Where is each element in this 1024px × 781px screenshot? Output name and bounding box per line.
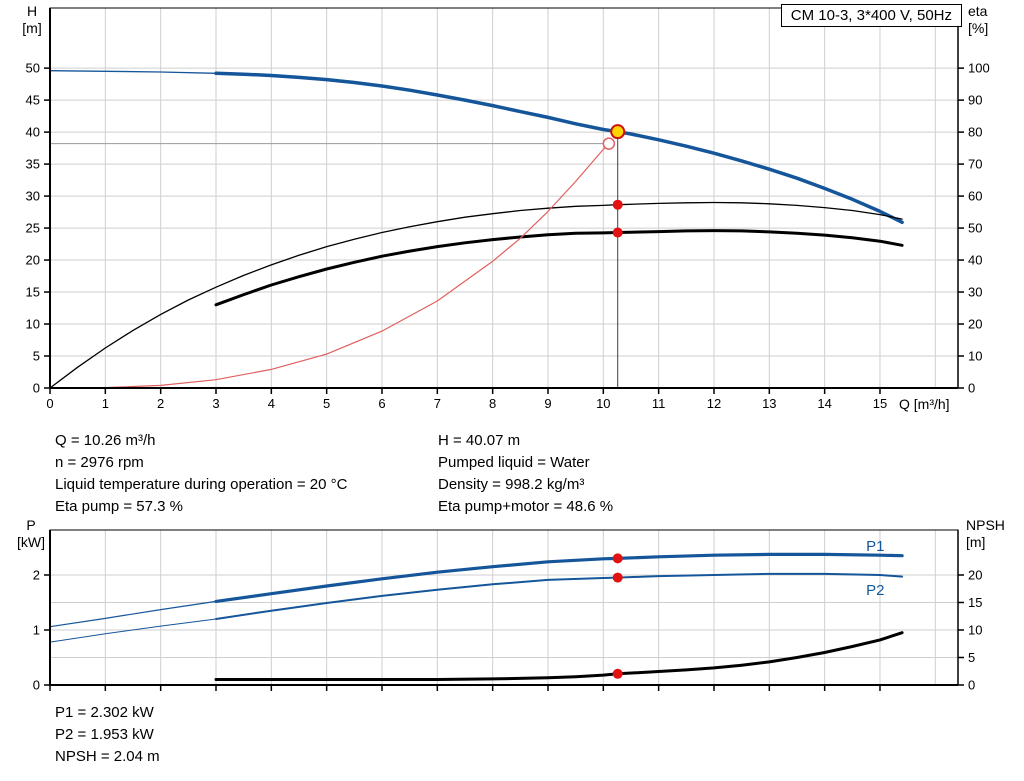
tick-label: 60 <box>968 189 982 204</box>
tick-label: 40 <box>968 253 982 268</box>
q-axis-label: Q [m³/h] <box>899 396 950 412</box>
eta-axis-label-symbol: eta <box>968 3 988 19</box>
eta-axis-label-unit: [%] <box>968 20 989 36</box>
npsh-axis-label-unit: [m] <box>966 534 986 550</box>
tick-label: 5 <box>323 396 330 411</box>
p2-value: P2 = 1.953 kW <box>55 726 154 743</box>
tick-label: 50 <box>26 61 40 76</box>
pump-title-box: CM 10-3, 3*400 V, 50Hz <box>780 4 962 27</box>
tick-label: 9 <box>544 396 551 411</box>
eta-pump-motor-duty-dot <box>612 227 623 238</box>
tick-label: 15 <box>873 396 887 411</box>
tick-label: 10 <box>596 396 610 411</box>
tick-label: 35 <box>26 157 40 172</box>
power-info-column: P1 = 2.302 kW P2 = 1.953 kW NPSH = 2.04 … <box>55 702 160 768</box>
npsh-axis-label: NPSH [m] <box>966 517 1022 551</box>
npsh-duty-dot <box>612 668 623 679</box>
tick-label: 7 <box>434 396 441 411</box>
tick-label: 13 <box>762 396 776 411</box>
tick-label: 0 <box>968 381 975 396</box>
eta-pump-duty-dot <box>612 199 623 210</box>
flow-value: Q = 10.26 m³/h <box>55 432 156 449</box>
tick-label: 20 <box>26 253 40 268</box>
tick-label: 14 <box>817 396 831 411</box>
h-axis-label-symbol: H <box>26 3 38 19</box>
tick-label: 0 <box>46 396 53 411</box>
eta-pump-motor-curve <box>214 229 904 307</box>
plot-frame <box>49 7 959 389</box>
eta-pump-value: Eta pump = 57.3 % <box>55 498 183 515</box>
tick-label: 10 <box>968 349 982 364</box>
p-axis-label-unit: [kW] <box>17 534 45 550</box>
tick-label: 50 <box>968 221 982 236</box>
p1-duty-dot <box>612 553 623 564</box>
tick-label: 0 <box>33 678 40 693</box>
tick-label: 40 <box>26 125 40 140</box>
tick-label: 0 <box>33 381 40 396</box>
p-axis-label: P [kW] <box>10 517 52 551</box>
duty-info-right-column: H = 40.07 m Pumped liquid = Water Densit… <box>438 430 613 518</box>
tick-label: 4 <box>268 396 275 411</box>
hq-eta-chart: 0 1 2 3 4 5 6 7 8 9 10 11 12 13 14 15051015202530354045… <box>26 7 990 411</box>
liquid-temperature-value: Liquid temperature during operation = 20… <box>55 476 348 493</box>
p2-curve-low-flow <box>49 618 217 643</box>
speed-value: n = 2976 rpm <box>55 454 144 471</box>
system-curve <box>49 143 610 389</box>
tick-label: 10 <box>26 317 40 332</box>
series-label-p2: P2 <box>866 582 884 599</box>
tick-label: 25 <box>26 221 40 236</box>
h-axis-label: H [m] <box>14 3 50 37</box>
tick-label: 6 <box>378 396 385 411</box>
p2-duty-dot <box>612 572 623 583</box>
npsh-axis-label-symbol: NPSH <box>966 517 1005 533</box>
tick-label: 90 <box>968 93 982 108</box>
p1-curve-low-flow <box>49 600 217 628</box>
tick-label: 30 <box>968 285 982 300</box>
tick-label: 5 <box>968 650 975 665</box>
tick-label: 80 <box>968 125 982 140</box>
tick-label: 0 <box>968 678 975 693</box>
tick-label: 1 <box>33 622 40 637</box>
p-axis-label-symbol: P <box>26 517 36 533</box>
tick-label: 100 <box>968 61 990 76</box>
eta-axis-label: eta [%] <box>968 3 1018 37</box>
p2-curve <box>215 572 904 620</box>
npsh-value: NPSH = 2.04 m <box>55 748 160 765</box>
tick-label: 10 <box>968 622 982 637</box>
tick-label: 30 <box>26 189 40 204</box>
tick-label: 8 <box>489 396 496 411</box>
duty-point <box>610 124 626 140</box>
tick-label: 70 <box>968 157 982 172</box>
head-value: H = 40.07 m <box>438 432 521 449</box>
npsh-curve <box>214 631 904 681</box>
p1-value: P1 = 2.302 kW <box>55 704 154 721</box>
eta-pump-curve <box>49 201 903 389</box>
tick-label: 3 <box>212 396 219 411</box>
tick-label: 15 <box>26 285 40 300</box>
tick-label: 15 <box>968 595 982 610</box>
tick-label: 1 <box>102 396 109 411</box>
duty-info-left-column: Q = 10.26 m³/h n = 2976 rpm Liquid tempe… <box>55 430 347 518</box>
eta-pump-motor-value: Eta pump+motor = 48.6 % <box>438 498 614 515</box>
tick-label: 5 <box>33 349 40 364</box>
head-curve-low-flow <box>49 70 217 74</box>
tick-label: 11 <box>652 396 666 411</box>
tick-label: 2 <box>33 567 40 582</box>
h-axis-label-unit: [m] <box>22 20 42 36</box>
head-curve <box>214 71 904 225</box>
tick-label: 45 <box>26 93 40 108</box>
density-value: Density = 998.2 kg/m³ <box>438 476 585 493</box>
pumped-liquid-value: Pumped liquid = Water <box>438 454 590 471</box>
tick-label: 20 <box>968 317 982 332</box>
p1-curve <box>214 552 904 604</box>
tick-label: 20 <box>968 567 982 582</box>
tick-label: 2 <box>157 396 164 411</box>
requested-duty-point <box>602 137 616 150</box>
tick-label: 12 <box>707 396 721 411</box>
series-label-p1: P1 <box>866 538 884 555</box>
